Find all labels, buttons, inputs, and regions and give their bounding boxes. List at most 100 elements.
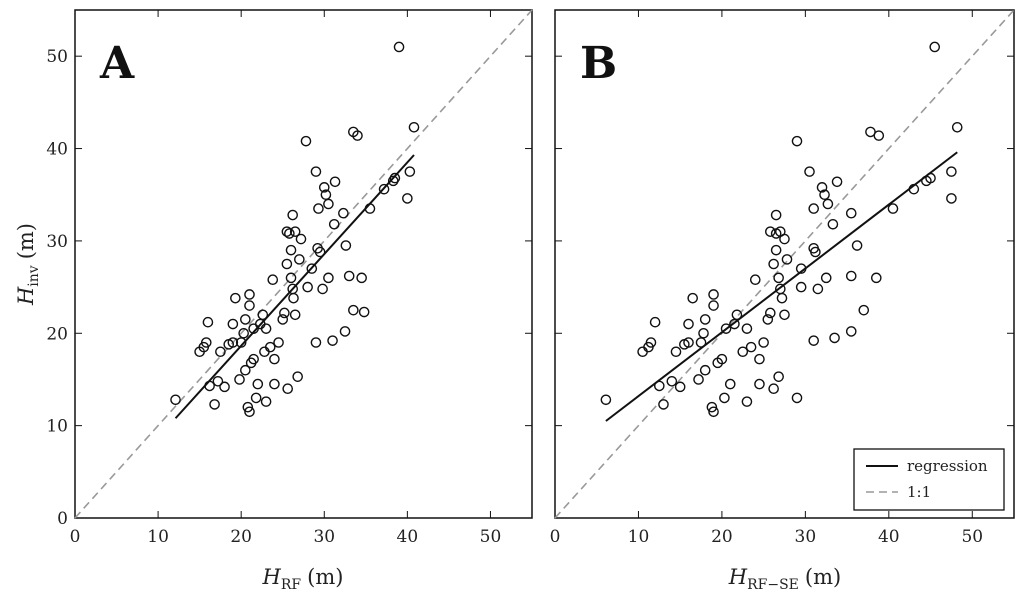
data-point (310, 337, 322, 348)
x-axis-label-unit: (m) (805, 565, 841, 589)
data-point (762, 314, 774, 325)
data-point (745, 341, 757, 353)
data-point (313, 203, 324, 214)
data-point (287, 209, 298, 221)
data-point (387, 175, 399, 187)
data-point (779, 309, 790, 321)
y-tick-label: 10 (46, 417, 68, 437)
data-point (202, 316, 214, 328)
data-point (719, 392, 730, 404)
data-point (708, 289, 719, 300)
data-point (352, 130, 363, 141)
data-point (741, 396, 753, 407)
data-point (248, 353, 259, 365)
data-point (758, 337, 769, 348)
data-point (765, 307, 776, 319)
data-point (698, 327, 709, 339)
data-point (773, 272, 784, 284)
data-point (238, 327, 249, 339)
data-point (808, 335, 820, 346)
data-point (687, 292, 699, 304)
data-point (908, 183, 920, 195)
data-point (285, 272, 297, 284)
data-point (310, 166, 322, 177)
data-point (951, 122, 963, 133)
data-point (393, 41, 405, 53)
data-point (244, 406, 255, 418)
data-point (328, 218, 340, 230)
plot-frame-b (554, 9, 1015, 519)
panel-letter-a: A (99, 38, 135, 89)
data-points-b (600, 41, 963, 418)
data-point (279, 307, 290, 319)
x-tick-label: 40 (397, 527, 419, 547)
data-point (323, 198, 334, 210)
data-point (749, 274, 761, 286)
data-point (200, 337, 212, 348)
data-point (791, 392, 803, 404)
data-point (929, 41, 941, 53)
data-point (292, 371, 303, 382)
data-point (364, 203, 376, 214)
x-tick-label: 20 (711, 527, 733, 547)
data-point (240, 364, 251, 376)
data-point (302, 281, 313, 293)
data-point (288, 292, 299, 304)
x-axis-label-b: HRF−SE (m) (728, 565, 841, 593)
data-point (831, 176, 843, 188)
data-point (267, 274, 279, 286)
data-point (754, 353, 765, 365)
regression-line-a (174, 154, 415, 419)
data-point (887, 203, 899, 214)
data-point (873, 130, 885, 141)
y-tick-label: 50 (46, 47, 68, 67)
data-point (795, 281, 807, 293)
legend-label-regression: regression (907, 457, 988, 475)
data-point (773, 371, 784, 382)
data-point (215, 346, 226, 358)
y-tick-label: 30 (46, 232, 68, 252)
panel-letter-b: B (580, 38, 617, 89)
x-tick-label: 30 (313, 527, 335, 547)
data-point (257, 309, 269, 321)
data-point (277, 314, 289, 325)
data-point (699, 364, 711, 376)
one-to-one-line (74, 9, 533, 519)
x-axis-label-sub: RF−SE (747, 577, 799, 593)
data-point (770, 209, 782, 221)
data-point (810, 246, 821, 258)
data-point (754, 378, 765, 390)
data-point (706, 401, 718, 413)
data-point (708, 406, 719, 418)
data-point (822, 198, 834, 210)
data-point (284, 228, 295, 239)
data-point (946, 193, 957, 204)
regression-line (605, 151, 958, 422)
data-point (340, 240, 352, 251)
data-point (819, 189, 830, 201)
data-point (378, 183, 390, 195)
data-point (666, 376, 678, 387)
data-point (699, 314, 711, 325)
data-point (765, 226, 776, 237)
data-point (851, 240, 863, 251)
data-point (808, 203, 820, 214)
data-point (693, 374, 704, 385)
data-point (227, 337, 239, 348)
data-point (219, 381, 230, 393)
data-point (318, 182, 330, 193)
data-point (827, 218, 839, 230)
data-point (343, 270, 355, 282)
data-point (404, 166, 416, 177)
data-point (264, 341, 276, 353)
data-point (716, 353, 728, 365)
y-tick-label: 20 (46, 324, 68, 344)
y-tick-label: 0 (57, 509, 68, 529)
data-point (289, 226, 301, 237)
data-point (227, 318, 239, 330)
x-tick-label: 50 (480, 527, 502, 547)
data-point (925, 172, 936, 184)
data-point (402, 193, 413, 204)
